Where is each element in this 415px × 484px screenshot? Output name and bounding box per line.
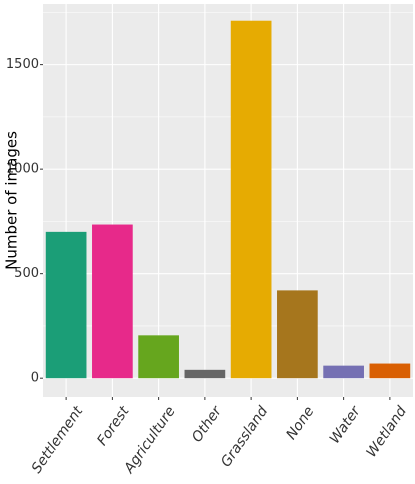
- bar-wetland: [369, 363, 411, 379]
- bar-grassland: [230, 20, 272, 379]
- bar-forest: [92, 224, 133, 379]
- y-tick-label: 500: [14, 266, 39, 281]
- x-tick-label-water: Water: [327, 403, 365, 447]
- x-tick-label-forest: Forest: [94, 403, 133, 448]
- bar-none: [277, 290, 318, 379]
- y-axis-ticks: 0 500 1000 1500: [6, 57, 43, 386]
- y-tick-label: 1000: [6, 162, 39, 177]
- bar-other: [184, 369, 226, 379]
- bar-agriculture: [138, 335, 179, 379]
- bar-water: [323, 365, 364, 379]
- x-tick-label-grassland: Grassland: [218, 404, 271, 471]
- bar-settlement: [45, 231, 87, 379]
- x-tick-label-wetland: Wetland: [364, 404, 411, 461]
- y-tick-label: 0: [31, 371, 39, 386]
- y-tick-label: 1500: [6, 57, 39, 72]
- y-axis-title: Number of images: [3, 131, 21, 270]
- bars: [45, 20, 411, 379]
- x-tick-label-other: Other: [189, 403, 226, 446]
- x-tick-label-settlement: Settlement: [29, 403, 87, 476]
- x-tick-label-none: None: [283, 404, 317, 443]
